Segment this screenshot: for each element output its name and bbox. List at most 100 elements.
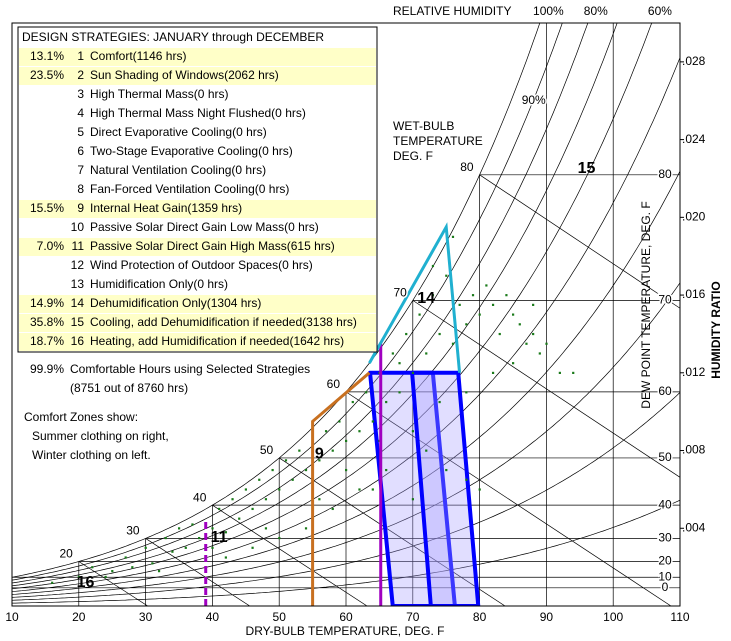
dew-point-label: 60 bbox=[658, 384, 672, 398]
data-point bbox=[505, 294, 508, 297]
data-point bbox=[478, 313, 481, 316]
x-tick-label: 80 bbox=[473, 610, 487, 624]
legend-label: Fan-Forced Ventilation Cooling(0 hrs) bbox=[90, 182, 289, 196]
data-point bbox=[291, 478, 294, 481]
legend-percent: 35.8% bbox=[30, 315, 64, 329]
data-point bbox=[351, 400, 354, 404]
data-point bbox=[345, 439, 348, 443]
rh-label: 60% bbox=[648, 4, 672, 18]
wet-bulb-line bbox=[412, 300, 680, 478]
data-point bbox=[498, 332, 501, 336]
summary-line: Comfortable Hours using Selected Strateg… bbox=[70, 362, 310, 376]
data-point bbox=[485, 284, 488, 287]
data-point bbox=[178, 527, 181, 530]
data-point bbox=[131, 566, 134, 569]
data-point bbox=[278, 488, 281, 491]
data-point bbox=[224, 531, 227, 534]
x-tick-label: 50 bbox=[273, 610, 287, 624]
data-point bbox=[157, 570, 161, 573]
overlay: 10 20 30 40 50 60 70 80 90 100 1100102030405060708… bbox=[5, 4, 723, 638]
data-point bbox=[264, 498, 268, 501]
legend-number: 15 bbox=[71, 315, 85, 329]
legend-highlight bbox=[19, 48, 376, 66]
x-axis-title: DRY-BULB TEMPERATURE, DEG. F bbox=[246, 624, 445, 638]
y-axis-title: HUMIDITY RATIO bbox=[709, 281, 723, 379]
data-point bbox=[431, 264, 435, 268]
data-point bbox=[405, 332, 408, 336]
legend-number: 14 bbox=[71, 296, 85, 310]
legend-label: Internal Heat Gain(1359 hrs) bbox=[90, 201, 242, 215]
data-point bbox=[144, 546, 147, 549]
legend-number: 8 bbox=[77, 182, 84, 196]
data-point bbox=[532, 332, 535, 336]
data-point bbox=[358, 430, 361, 433]
wet-bulb-label: 60 bbox=[327, 377, 341, 391]
plot-frame bbox=[11, 22, 681, 607]
zone-label: 15 bbox=[578, 160, 596, 177]
note: Comfort Zones show: bbox=[24, 410, 138, 424]
zone-label: 11 bbox=[211, 529, 228, 546]
legend-highlight bbox=[19, 200, 376, 218]
data-point bbox=[385, 468, 388, 472]
data-point bbox=[451, 342, 455, 345]
data-point bbox=[558, 371, 561, 374]
data-point bbox=[431, 294, 435, 297]
x-tick-label: 90 bbox=[540, 610, 554, 624]
data-point bbox=[425, 352, 428, 355]
wet-bulb-line bbox=[145, 538, 250, 606]
data-point bbox=[218, 507, 221, 511]
legend-label: Dehumidification Only(1304 hrs) bbox=[90, 296, 261, 310]
y-tick-label: .020 bbox=[682, 210, 706, 224]
data-point bbox=[491, 303, 495, 306]
dew-point-label: 40 bbox=[658, 497, 672, 511]
legend-highlight bbox=[19, 314, 376, 332]
strategy-boundary bbox=[311, 371, 371, 606]
legend-number: 7 bbox=[77, 163, 84, 177]
data-point bbox=[258, 478, 261, 481]
legend-label: High Thermal Mass(0 hrs) bbox=[90, 87, 228, 101]
data-point bbox=[211, 527, 214, 530]
data-point bbox=[244, 488, 247, 491]
dew-point-label: 30 bbox=[658, 531, 672, 545]
legend-number: 3 bbox=[77, 87, 84, 101]
x-tick-label: 10 bbox=[5, 610, 19, 624]
legend-number: 10 bbox=[71, 220, 85, 234]
data-point bbox=[358, 488, 361, 491]
legend-label: Heating, add Humidification if needed(16… bbox=[90, 334, 344, 348]
wet-bulb-label: 70 bbox=[393, 286, 407, 300]
legend-percent: 7.0% bbox=[37, 239, 65, 253]
summary-percent: 99.9% bbox=[30, 362, 64, 376]
rh-label: 90% bbox=[522, 93, 546, 107]
data-point bbox=[111, 570, 114, 573]
data-point bbox=[512, 313, 515, 316]
legend-percent: 14.9% bbox=[30, 296, 64, 310]
legend-label: Humidification Only(0 hrs) bbox=[90, 277, 228, 291]
data-point bbox=[512, 362, 515, 365]
data-point bbox=[251, 507, 254, 511]
data-point bbox=[385, 400, 388, 404]
zone-label: 9 bbox=[315, 446, 324, 463]
data-point bbox=[298, 449, 301, 452]
data-point bbox=[411, 371, 414, 374]
x-tick-label: 60 bbox=[339, 610, 353, 624]
legend-percent: 23.5% bbox=[30, 68, 64, 82]
data-point bbox=[491, 371, 495, 374]
legend-label: Cooling, add Dehumidification if needed(… bbox=[90, 315, 357, 329]
data-point bbox=[164, 536, 167, 540]
data-point bbox=[104, 575, 107, 579]
data-point bbox=[251, 546, 254, 549]
data-point bbox=[191, 523, 194, 526]
data-point bbox=[77, 575, 80, 579]
legend-highlight bbox=[19, 67, 376, 85]
legend-highlight bbox=[19, 333, 376, 351]
data-point bbox=[451, 235, 455, 238]
legend-label: Wind Protection of Outdoor Spaces(0 hrs) bbox=[90, 258, 313, 272]
legend-number: 5 bbox=[77, 125, 84, 139]
data-point bbox=[425, 449, 428, 452]
data-point bbox=[471, 294, 475, 297]
data-point bbox=[331, 449, 334, 452]
dew-point-label: 70 bbox=[658, 293, 672, 307]
data-point bbox=[458, 303, 461, 306]
legend-label: Passive Solar Direct Gain Low Mass(0 hrs… bbox=[90, 220, 319, 234]
